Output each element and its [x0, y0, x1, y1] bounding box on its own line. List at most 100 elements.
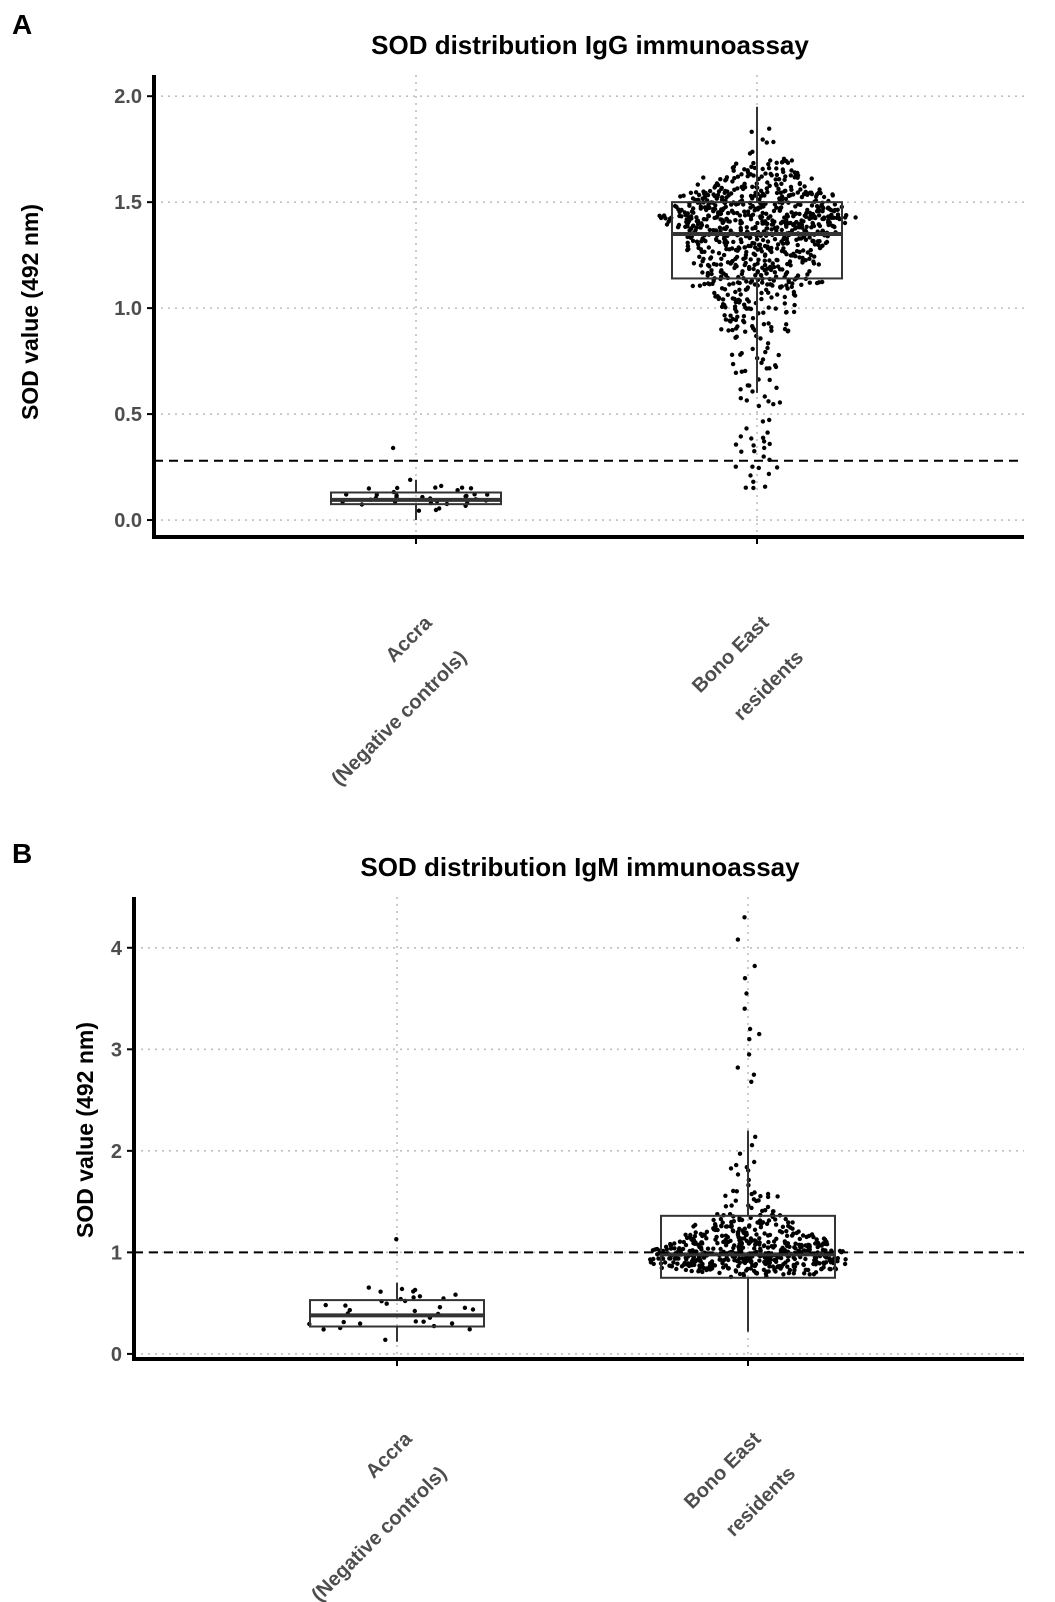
panel-a-point [719, 195, 725, 200]
panel-a-point [762, 394, 767, 399]
panel-b-point [744, 1268, 749, 1273]
panel-a-point [788, 173, 793, 178]
panel-a-point [773, 177, 778, 182]
panel-a-point [764, 140, 769, 145]
panel-b-point [734, 1258, 740, 1264]
panel-a-point [714, 237, 719, 243]
panel-b-point [731, 1229, 736, 1234]
panel-b-point [728, 1166, 734, 1171]
panel-b-point [733, 1269, 739, 1274]
panel-b-point [715, 1227, 720, 1233]
panel-a-point [769, 173, 774, 178]
panel-a-point [730, 179, 735, 184]
panel-b-point [814, 1237, 819, 1242]
panel-b-point [797, 1236, 802, 1242]
panel-a-point [797, 211, 802, 217]
panel-a-point [765, 430, 770, 435]
panel-a-point [767, 417, 772, 423]
panel-b-point [742, 915, 747, 920]
panel-b-point [762, 1255, 768, 1260]
panel-b-point [773, 1217, 778, 1222]
panel-b-point [437, 1305, 443, 1310]
panel-a-point [830, 192, 835, 197]
panel-b-point [697, 1263, 702, 1268]
panel-b-point [766, 1269, 771, 1274]
panel-a-point [774, 205, 779, 210]
panel-b-point [835, 1256, 840, 1261]
panel-b-point [696, 1268, 701, 1274]
panel-a-point [734, 161, 739, 166]
panel-b-point [773, 1269, 778, 1274]
panel-b-point [731, 1188, 736, 1194]
panel-a-point [765, 239, 771, 244]
panel-b-point [343, 1303, 348, 1308]
panel-b-point [678, 1248, 683, 1253]
panel-b-point [668, 1263, 673, 1269]
panel-a-point [732, 296, 737, 302]
panel-a-point [807, 280, 812, 285]
panel-a-point [677, 213, 682, 219]
panel-a-point [762, 262, 768, 268]
panel-b-point [733, 1198, 738, 1203]
panel-a-point [698, 247, 704, 252]
panel-a-point [765, 345, 770, 351]
panel-a-point [780, 167, 785, 172]
panel-a-ytick-label: 0.5 [114, 404, 142, 426]
panel-a-ylabel: SOD value (492 nm) [17, 204, 43, 420]
panel-a-point [731, 168, 736, 173]
panel-a-point [779, 227, 784, 233]
panel-a-point [779, 197, 785, 202]
panel-b-point [718, 1216, 724, 1222]
panel-a-point [679, 207, 684, 213]
panel-a-point [719, 256, 724, 261]
panel-a-point [774, 166, 779, 171]
panel-a-point [796, 236, 802, 241]
panel-a-point [811, 259, 816, 264]
panel-a-point [729, 246, 735, 251]
panel-a-point [734, 326, 739, 331]
panel-b-point [778, 1255, 784, 1261]
panel-a-point [764, 221, 770, 227]
panel-a-point [765, 246, 770, 251]
panel-a-point [747, 383, 752, 388]
panel-a-point [751, 479, 756, 484]
panel-a-point [767, 377, 772, 383]
panel-a-point [676, 222, 682, 228]
panel-b-point [704, 1236, 709, 1241]
panel-b-point [740, 1228, 745, 1233]
panel-a-point [768, 267, 774, 273]
panel-a-point [745, 209, 751, 214]
panel-a-point [725, 189, 730, 194]
panel-a-point [739, 194, 745, 199]
panel-b-point [752, 1246, 757, 1251]
panel-b-point [757, 1221, 763, 1226]
panel-b-point [813, 1262, 818, 1267]
panel-a-point [802, 184, 807, 189]
panel-a-point [836, 215, 841, 220]
panel-a-point [809, 225, 814, 230]
panel-a-point [789, 187, 794, 192]
panel-a-point [774, 172, 780, 178]
panel-b-point [785, 1264, 790, 1269]
panel-a-point [766, 215, 771, 221]
panel-b-point [672, 1246, 677, 1251]
panel-a-point [832, 202, 838, 207]
panel-a-point [700, 236, 705, 241]
panel-b-point [749, 1143, 755, 1148]
panel-a-point [714, 215, 719, 220]
panel-a-point [657, 213, 662, 218]
panel-a-point [733, 289, 738, 295]
panel-a-point [765, 180, 770, 185]
panel-a-point [712, 185, 717, 190]
panel-a-point [722, 313, 727, 318]
panel-a-point [754, 206, 760, 211]
panel-a-point [688, 190, 694, 195]
panel-a-point [767, 183, 772, 188]
panel-a-point [752, 241, 757, 246]
panel-a-point [831, 224, 837, 229]
panel-a-point [769, 295, 774, 300]
panel-a-point [756, 465, 761, 471]
panel-a-point [439, 483, 444, 489]
panel-a-point [755, 220, 760, 226]
panel-a-point [719, 286, 725, 291]
